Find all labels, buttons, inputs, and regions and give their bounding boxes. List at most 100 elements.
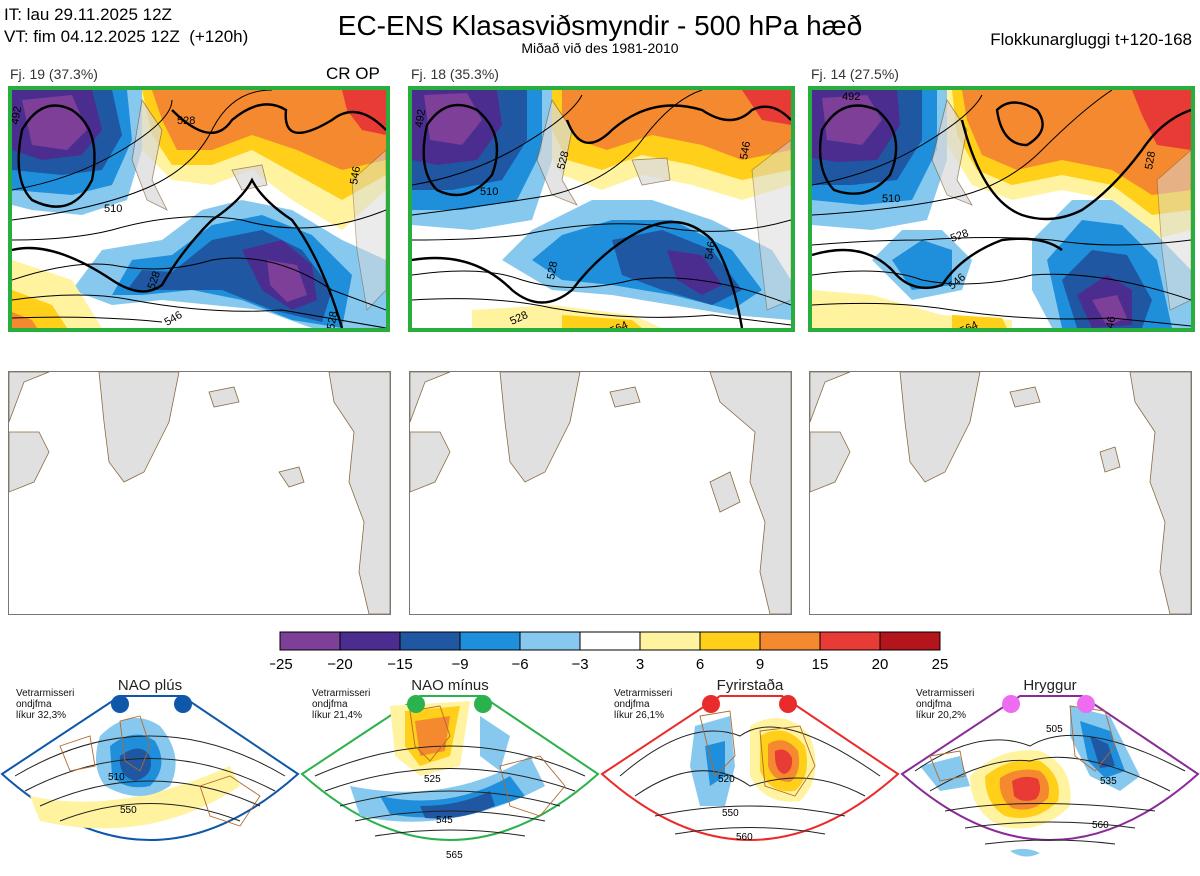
empty-map-2: [409, 371, 792, 615]
coastline-map: [410, 372, 791, 614]
contour-label: 528: [545, 260, 560, 280]
cluster-map-3[interactable]: 492 528 510 528 546 546 564: [808, 86, 1195, 332]
regime-title: NAO plús: [118, 677, 182, 694]
page-subtitle: Miðað við des 1981-2010: [521, 40, 679, 56]
contour-label: 528: [1143, 150, 1158, 170]
cluster-1-badge: CR OP: [326, 64, 380, 83]
colorbar-tick-label: 15: [812, 656, 829, 673]
contour-label: 545: [436, 815, 453, 826]
cluster-map-1-plot: 492 528 510 528 546 546 528: [12, 90, 386, 328]
empty-map-1: [8, 371, 391, 615]
colorbar-tick-label: 9: [756, 656, 764, 673]
regime-dot: [702, 695, 720, 713]
regime-dot: [1002, 695, 1020, 713]
regime-dot: [1077, 695, 1095, 713]
colorbar-tick-label: −6: [511, 656, 528, 673]
regime-note: Vetrarmisseri ondjfma líkur 32,3%: [16, 688, 75, 721]
colorbar-swatch: [459, 631, 521, 651]
colorbar-swatch: [699, 631, 761, 651]
contour-label: 510: [108, 772, 125, 783]
colorbar-swatch: [519, 631, 581, 651]
colorbar-tick-label: −3: [571, 656, 588, 673]
colorbar-swatch: [579, 631, 641, 651]
contour-label: 564: [958, 319, 980, 328]
contour-label: 528: [177, 115, 195, 127]
cluster-map-1[interactable]: 492 528 510 528 546 546 528: [8, 86, 390, 332]
colorbar-tick-label: −9: [451, 656, 468, 673]
cluster-map-2[interactable]: 492 528 546 510 528 546 528 564: [408, 86, 795, 332]
colorbar-swatch: [639, 631, 701, 651]
colorbar-swatch: [759, 631, 821, 651]
regime-map: 525 545 565 NAO mínus: [300, 677, 600, 861]
initial-time: IT: lau 29.11.2025 12Z: [4, 5, 172, 24]
cluster-1-label: Fj. 19 (37.3%): [10, 66, 98, 82]
regime-note: Vetrarmisseri ondjfma líkur 26,1%: [614, 688, 673, 721]
regime-dot: [474, 695, 492, 713]
contour-label: 510: [104, 203, 122, 215]
contour-label: 546: [1103, 315, 1118, 328]
regime-title: Hryggur: [1023, 677, 1076, 694]
regime-ridge: 505 535 560 Hryggur Vetrarmisseri ondjfm…: [900, 676, 1200, 871]
regime-dot: [111, 695, 129, 713]
colorbar-swatch: [399, 631, 461, 651]
contour-label: 550: [120, 805, 137, 816]
regime-title: NAO mínus: [411, 677, 489, 694]
coastline-map: [810, 372, 1191, 614]
contour-label: 492: [12, 105, 24, 125]
regime-title: Fyrirstaða: [717, 677, 784, 694]
colorbar-swatch: [879, 631, 941, 651]
regime-map: 505 535 560 Hryggur: [900, 677, 1200, 857]
colorbar-tick-label: 6: [696, 656, 704, 673]
classification-window: Flokkunargluggi t+120-168: [990, 30, 1192, 49]
contour-label: 505: [1046, 724, 1063, 735]
valid-time: VT: fim 04.12.2025 12Z (+120h): [4, 27, 249, 46]
contour-label: 510: [882, 193, 900, 205]
cluster-map-2-plot: 492 528 546 510 528 546 528 564: [412, 90, 791, 328]
contour-label: 528: [146, 270, 164, 291]
empty-map-3: [809, 371, 1192, 615]
contour-label: 528: [949, 227, 970, 245]
regime-nao-minus: 525 545 565 NAO mínus Vetrarmisseri ondj…: [300, 676, 600, 871]
colorbar-tick-label: 3: [636, 656, 644, 673]
contour-label: 492: [842, 91, 860, 103]
contour-label: 528: [555, 150, 571, 171]
regime-nao-plus: 510 550 NAO plús Vetrarmisseri ondjfma l…: [0, 676, 300, 871]
colorbar-swatch: [279, 631, 341, 651]
colorbar-tick-label: −25: [270, 656, 293, 673]
regime-dot: [407, 695, 425, 713]
regime-note: Vetrarmisseri ondjfma líkur 21,4%: [312, 688, 371, 721]
regime-dot: [779, 695, 797, 713]
contour-label: 564: [608, 319, 630, 328]
header-times: IT: lau 29.11.2025 12Z VT: fim 04.12.2025…: [4, 4, 248, 48]
colorbar-swatch: [339, 631, 401, 651]
coastline-map: [9, 372, 390, 614]
contour-label: 550: [722, 808, 739, 819]
colorbar-tick-label: −15: [387, 656, 412, 673]
regime-note: Vetrarmisseri ondjfma líkur 20,2%: [916, 688, 975, 721]
contour-label: 492: [413, 108, 428, 128]
colorbar-tick-label: 20: [872, 656, 889, 673]
contour-label: 535: [1100, 776, 1117, 787]
contour-label: 560: [1092, 820, 1109, 831]
contour-label: 560: [736, 832, 753, 843]
colorbar-tick-label: −20: [327, 656, 352, 673]
contour-label: 528: [325, 310, 340, 328]
contour-label: 520: [718, 774, 735, 785]
regime-map: 510 550 NAO plús: [0, 677, 300, 841]
colorbar-tick-label: 25: [932, 656, 949, 673]
regime-dot: [174, 695, 192, 713]
colorbar: −25 −20 −15 −9 −6 −3 3 6 9 15 20 25: [270, 631, 949, 673]
contour-label: 525: [424, 774, 441, 785]
regime-blocking: 520 550 560 Fyrirstaða Vetrarmisseri ond…: [600, 676, 900, 871]
regime-map: 520 550 560 Fyrirstaða: [600, 677, 900, 843]
colorbar-swatch: [819, 631, 881, 651]
page-title: EC-ENS Klasasviðsmyndir - 500 hPa hæð: [337, 10, 863, 41]
cluster-2-label: Fj. 18 (35.3%): [411, 66, 499, 82]
cluster-3-label: Fj. 14 (27.5%): [811, 66, 899, 82]
contour-label: 510: [480, 186, 498, 198]
contour-label: 565: [446, 850, 463, 861]
contour-label: 546: [348, 165, 363, 185]
contour-label: 546: [738, 140, 753, 160]
cluster-map-3-plot: 492 528 510 528 546 546 564: [812, 90, 1191, 328]
contour-label: 546: [703, 240, 718, 260]
